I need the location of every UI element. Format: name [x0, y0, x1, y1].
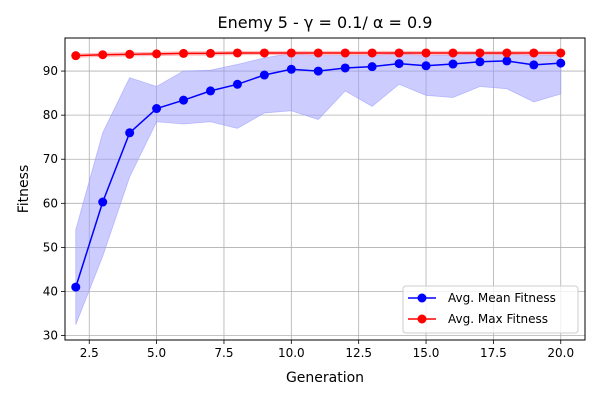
mean-fitness-band: [75, 53, 562, 325]
series-markers: [71, 48, 566, 292]
mean-fitness-point: [340, 63, 350, 73]
mean-fitness-point: [421, 61, 431, 71]
max-fitness-point: [556, 48, 566, 58]
x-tick-label: 15.0: [413, 346, 440, 360]
max-fitness-point: [179, 48, 189, 58]
x-tick-label: 2.5: [80, 346, 99, 360]
max-fitness-point: [71, 51, 81, 61]
mean-fitness-point: [152, 104, 162, 114]
y-tick-label: 70: [43, 152, 58, 166]
x-axis-ticks: 2.5 5.0 7.5 10.0 12.5 15.0 17.5 20.0: [80, 340, 574, 360]
mean-fitness-point: [556, 58, 566, 68]
mean-fitness-point: [475, 57, 485, 67]
y-tick-label: 40: [43, 285, 58, 299]
mean-fitness-point: [125, 128, 135, 138]
x-tick-label: 17.5: [480, 346, 507, 360]
mean-fitness-point: [502, 56, 512, 66]
max-fitness-point: [448, 48, 458, 58]
x-tick-label: 7.5: [214, 346, 233, 360]
max-fitness-point: [421, 48, 431, 58]
max-fitness-point: [529, 48, 539, 58]
mean-fitness-point: [98, 197, 108, 207]
mean-fitness-point: [286, 64, 296, 74]
legend-marker-mean-fitness: [417, 293, 427, 303]
plot-frame: [64, 37, 586, 341]
max-fitness-point: [475, 48, 485, 58]
x-tick-label: 10.0: [278, 346, 305, 360]
chart-title: Enemy 5 - γ = 0.1/ α = 0.9: [218, 13, 433, 32]
max-fitness-point: [152, 49, 162, 59]
mean-fitness-point: [71, 282, 81, 292]
legend-label-mean-fitness: Avg. Mean Fitness: [448, 291, 556, 305]
mean-fitness-point: [232, 79, 242, 89]
mean-fitness-point: [529, 60, 539, 70]
legend-marker-max-fitness: [417, 314, 427, 324]
y-axis-ticks: 30 40 50 60 70 80 90: [43, 64, 65, 343]
legend-label-max-fitness: Avg. Max Fitness: [448, 312, 548, 326]
max-fitness-point: [313, 48, 323, 58]
max-fitness-point: [125, 49, 135, 59]
y-tick-label: 90: [43, 64, 58, 78]
mean-fitness-point: [179, 95, 189, 105]
legend-entries: Avg. Mean Fitness Avg. Max Fitness: [408, 291, 556, 326]
y-axis-label: Fitness: [16, 165, 32, 214]
mean-fitness-point: [313, 66, 323, 76]
mean-fitness-point: [205, 86, 215, 96]
max-fitness-point: [340, 48, 350, 58]
max-fitness-point: [98, 50, 108, 60]
y-tick-label: 30: [43, 329, 58, 343]
mean-fitness-point: [259, 70, 269, 80]
legend-box: [402, 285, 579, 334]
max-fitness-point: [205, 48, 215, 58]
mean-fitness-point: [394, 59, 404, 69]
y-tick-label: 60: [43, 196, 58, 210]
mean-fitness-point: [367, 62, 377, 72]
x-tick-label: 12.5: [345, 346, 372, 360]
max-fitness-point: [394, 48, 404, 58]
legend: Avg. Mean Fitness Avg. Max Fitness: [402, 285, 579, 334]
max-fitness-point: [502, 48, 512, 58]
mean-fitness-point: [448, 59, 458, 69]
y-tick-label: 80: [43, 108, 58, 122]
max-fitness-point: [286, 48, 296, 58]
y-tick-label: 50: [43, 240, 58, 254]
x-axis-label: Generation: [286, 370, 364, 386]
x-tick-label: 5.0: [147, 346, 166, 360]
x-tick-label: 20.0: [547, 346, 574, 360]
max-fitness-point: [232, 48, 242, 58]
max-fitness-point: [259, 48, 269, 58]
max-fitness-point: [367, 48, 377, 58]
